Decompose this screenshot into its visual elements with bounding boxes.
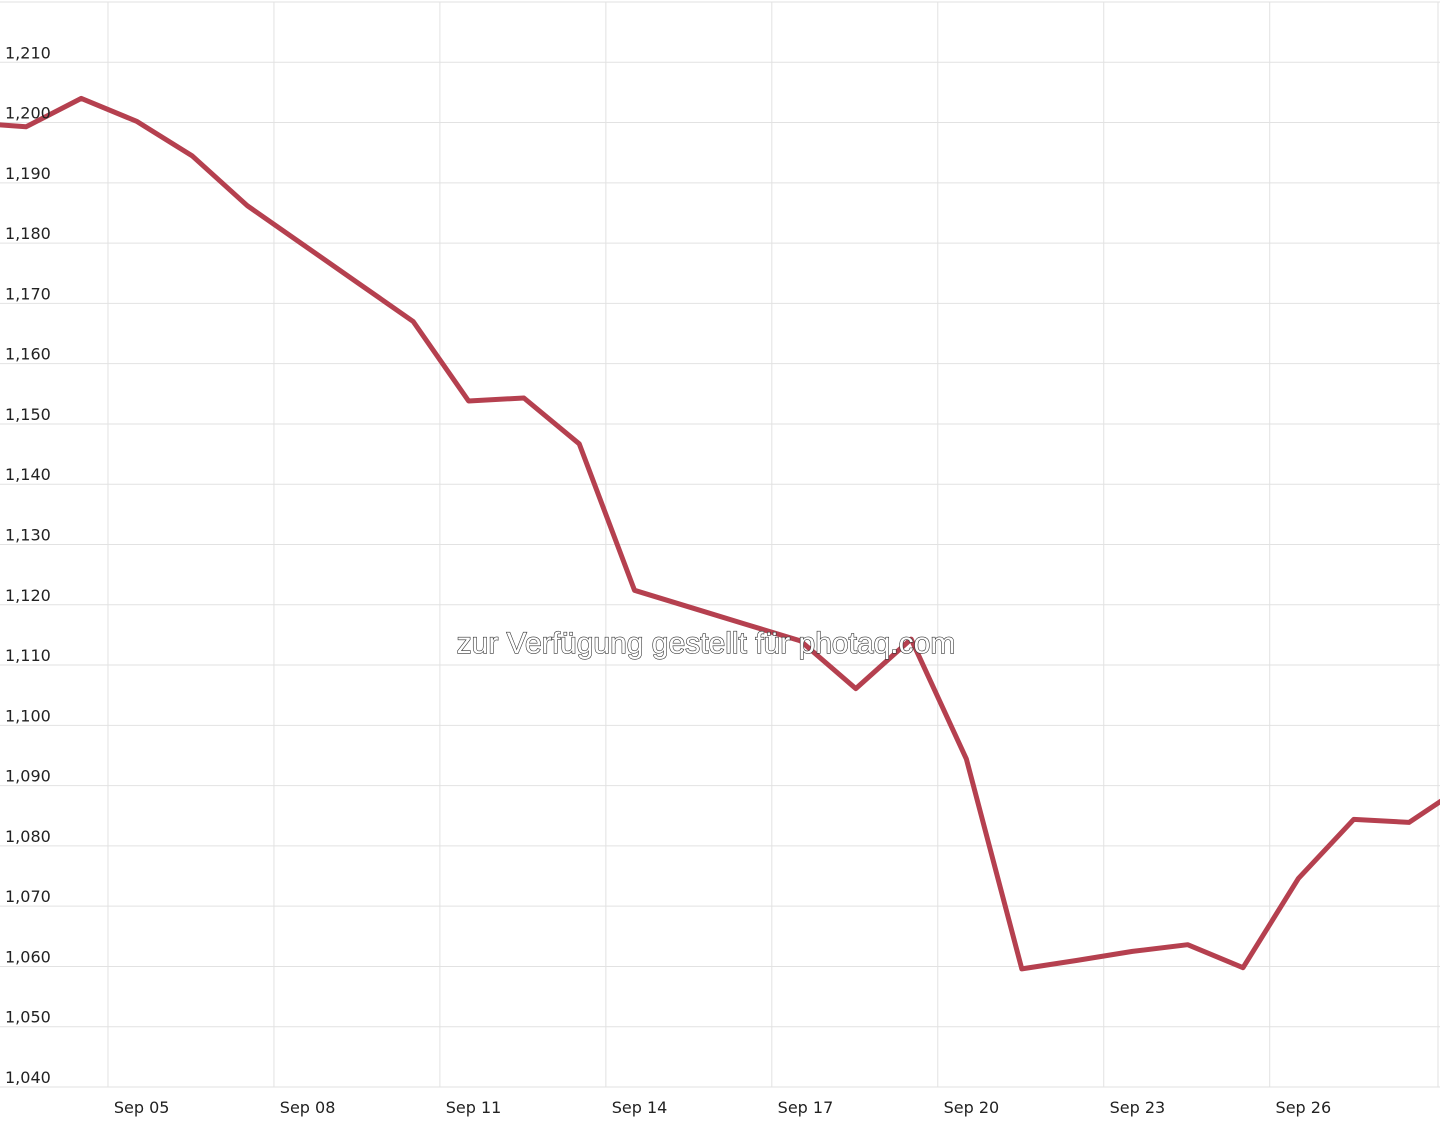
y-tick-label: 1,120 xyxy=(5,586,51,605)
x-tick-label: Sep 17 xyxy=(778,1098,834,1117)
y-tick-label: 1,190 xyxy=(5,164,51,183)
y-tick-label: 1,180 xyxy=(5,224,51,243)
x-tick-label: Sep 26 xyxy=(1276,1098,1332,1117)
y-tick-label: 1,050 xyxy=(5,1008,51,1027)
x-tick-label: Sep 23 xyxy=(1110,1098,1166,1117)
y-tick-label: 1,200 xyxy=(5,104,51,123)
y-tick-label: 1,210 xyxy=(5,43,51,62)
watermark: zur Verfügung gestellt für photaq.com xyxy=(457,627,956,660)
x-tick-label: Sep 11 xyxy=(446,1098,502,1117)
y-tick-label: 1,060 xyxy=(5,947,51,966)
y-tick-label: 1,140 xyxy=(5,465,51,484)
y-tick-label: 1,070 xyxy=(5,887,51,906)
y-tick-label: 1,130 xyxy=(5,526,51,545)
y-tick-label: 1,040 xyxy=(5,1068,51,1087)
data-line xyxy=(0,95,1440,972)
y-tick-label: 1,110 xyxy=(5,646,51,665)
y-tick-label: 1,160 xyxy=(5,345,51,364)
y-tick-label: 1,090 xyxy=(5,767,51,786)
y-tick-label: 1,100 xyxy=(5,706,51,725)
y-tick-label: 1,150 xyxy=(5,405,51,424)
x-tick-label: Sep 14 xyxy=(612,1098,668,1117)
y-tick-label: 1,080 xyxy=(5,827,51,846)
x-tick-label: Sep 08 xyxy=(280,1098,336,1117)
x-tick-label: Sep 20 xyxy=(944,1098,1000,1117)
y-tick-label: 1,170 xyxy=(5,284,51,303)
x-tick-label: Sep 05 xyxy=(114,1098,170,1117)
